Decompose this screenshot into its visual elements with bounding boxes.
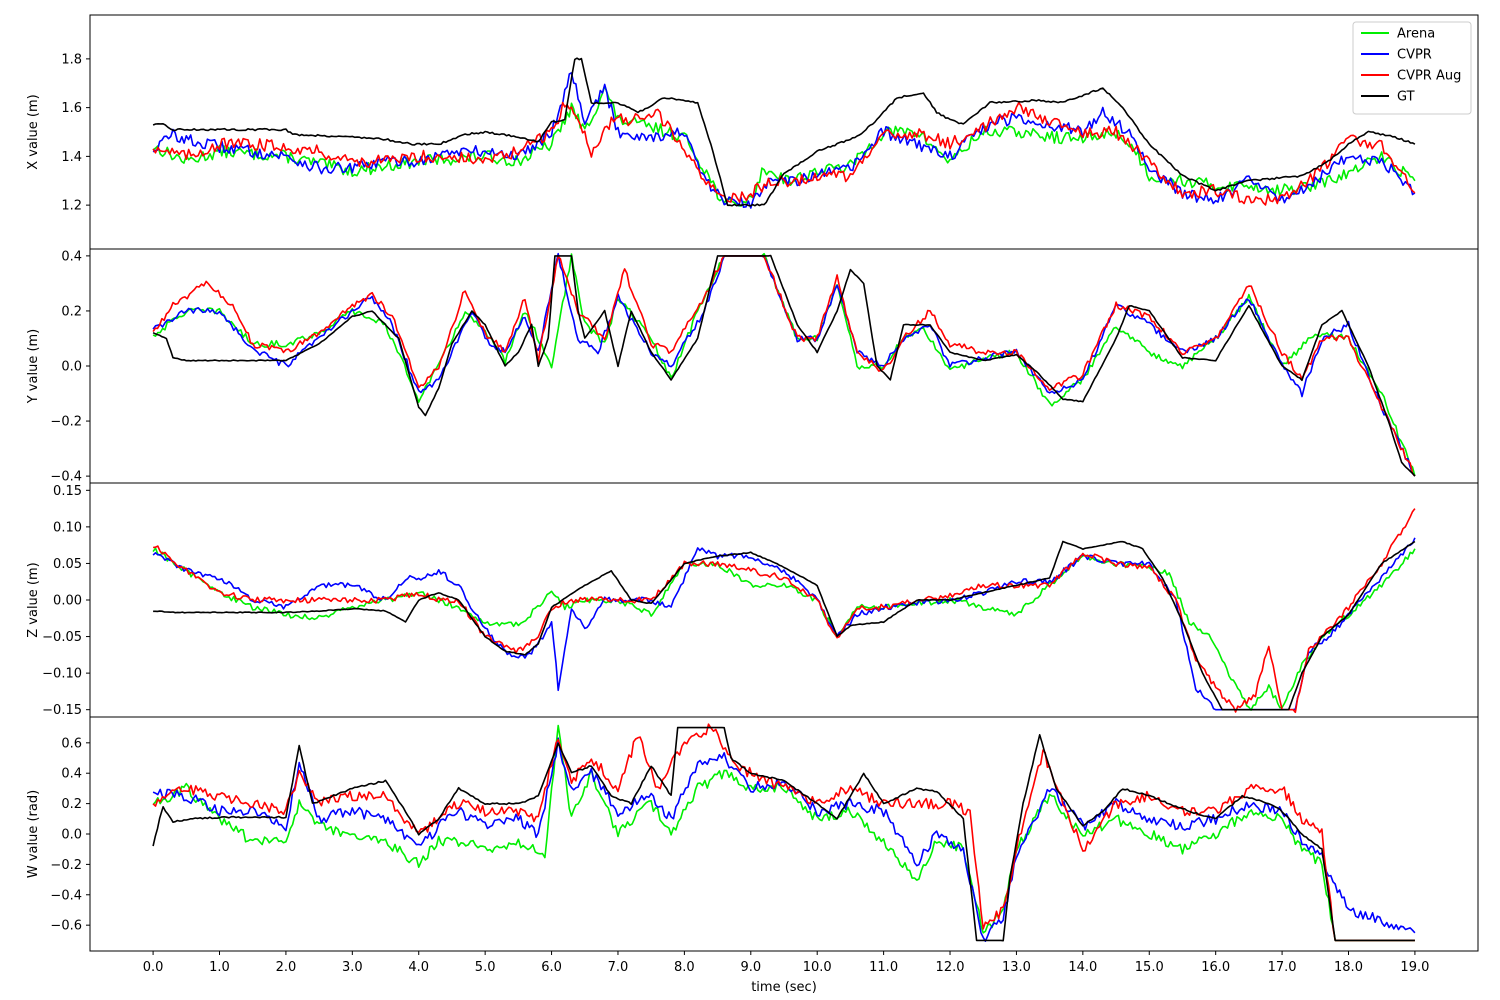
series-group [152, 252, 1416, 477]
y-tick-label: 0.10 [53, 520, 82, 535]
y-tick-label: 1.2 [61, 199, 82, 214]
x-tick-label: 18.0 [1334, 960, 1363, 975]
series-line-cvpr [152, 737, 1416, 942]
y-tick-label: 0.0 [61, 360, 82, 375]
y-tick-label: 0.05 [53, 557, 82, 572]
y-axis-label: X value (m) [26, 94, 41, 170]
x-tick-label: 13.0 [1002, 960, 1031, 975]
panel-3: −0.15 −0.10 −0.05 0.00 0.05 0.10 0.15 Z value (… [26, 482, 1479, 718]
series-line-cvpr-aug [152, 723, 1415, 942]
x-tick-label: 19.0 [1400, 960, 1429, 975]
legend-label: CVPR [1397, 48, 1432, 63]
x-tick-label: 9.0 [740, 960, 761, 975]
series-line-cvpr-aug [152, 101, 1416, 206]
series-line-cvpr-aug [153, 508, 1416, 714]
x-tick-label: 6.0 [541, 960, 562, 975]
x-tick-label: 10.0 [803, 960, 832, 975]
y-tick-label: 0.2 [61, 304, 82, 319]
x-tick-label: 17.0 [1268, 960, 1297, 975]
x-tick-label: 3.0 [342, 960, 363, 975]
panel-2: −0.4 −0.2 0.0 0.2 0.4 Y value (m) [26, 248, 1479, 485]
y-tick-label: 0.6 [61, 736, 82, 751]
x-axis: 0.0 1.0 2.0 3.0 4.0 5.0 6.0 7.0 8.0 9.0 10.0 11.0 12… [143, 951, 1429, 975]
x-tick-label: 2.0 [276, 960, 297, 975]
legend: Arena CVPR CVPR Aug GT [1352, 21, 1472, 115]
series-line-gt [152, 57, 1416, 207]
series-group [152, 723, 1416, 942]
series-line-gt [153, 540, 1416, 711]
y-tick-label: 1.4 [61, 150, 82, 165]
y-tick-label: −0.4 [50, 470, 82, 485]
y-tick-label: −0.05 [42, 630, 82, 645]
series-line-gt [152, 726, 1415, 942]
series-line-arena [152, 724, 1415, 942]
y-tick-label: −0.4 [50, 888, 82, 903]
y-axis-label: Z value (m) [26, 562, 41, 638]
panel-1: 1.2 1.4 1.6 1.8 X value (m) [26, 14, 1479, 250]
y-tick-label: 1.6 [61, 101, 82, 116]
x-tick-label: 0.0 [143, 960, 164, 975]
x-axis-label: time (sec) [751, 980, 817, 995]
y-tick-label: −0.2 [50, 415, 82, 430]
x-tick-label: 5.0 [475, 960, 496, 975]
y-axis-label: Y value (m) [26, 329, 41, 405]
y-axis-label: W value (rad) [26, 790, 41, 878]
legend-label: Arena [1397, 27, 1435, 42]
y-tick-label: 0.4 [61, 767, 82, 782]
x-tick-label: 16.0 [1201, 960, 1230, 975]
series-line-cvpr-aug [152, 255, 1416, 477]
panel-4: −0.6 −0.4 −0.2 0.0 0.2 0.4 0.6 W value (rad) [26, 716, 1479, 952]
series-group [152, 508, 1416, 714]
y-tick-label: −0.10 [42, 667, 82, 682]
series-line-gt [152, 254, 1416, 477]
y-tick-label: 0.2 [61, 797, 82, 812]
x-tick-label: 11.0 [869, 960, 898, 975]
y-tick-label: 0.0 [61, 828, 82, 843]
y-tick-label: 1.8 [61, 52, 82, 67]
y-tick-label: −0.15 [42, 703, 82, 718]
y-tick-label: −0.2 [50, 858, 82, 873]
legend-label: CVPR Aug [1397, 69, 1461, 84]
x-tick-label: 14.0 [1068, 960, 1097, 975]
y-tick-label: 0.4 [61, 249, 82, 264]
x-tick-label: 4.0 [408, 960, 429, 975]
y-tick-label: −0.6 [50, 919, 82, 934]
panels-group: 1.2 1.4 1.6 1.8 X value (m) −0.4 −0.2 0.0 0.2 0.4… [26, 14, 1479, 952]
legend-box [1352, 21, 1472, 115]
series-line-cvpr [152, 537, 1416, 711]
series-line-arena [152, 85, 1416, 207]
legend-label: GT [1397, 90, 1415, 105]
y-tick-label: 0.00 [53, 594, 82, 609]
x-tick-label: 12.0 [936, 960, 965, 975]
x-tick-label: 8.0 [674, 960, 695, 975]
x-tick-label: 1.0 [209, 960, 230, 975]
x-tick-label: 15.0 [1135, 960, 1164, 975]
x-tick-label: 7.0 [608, 960, 629, 975]
y-tick-label: 0.15 [53, 484, 82, 499]
series-group [152, 57, 1416, 209]
